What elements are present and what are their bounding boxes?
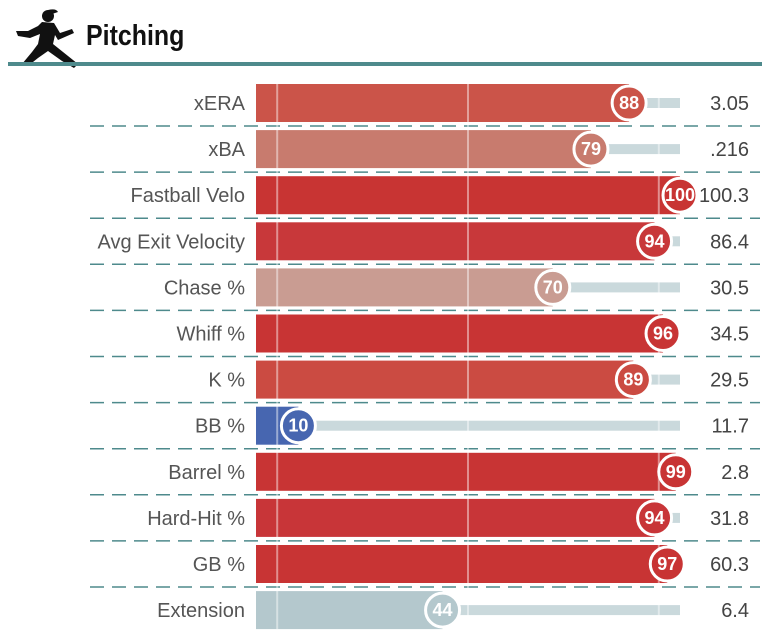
section-header: Pitching xyxy=(0,0,770,72)
percentile-label: 97 xyxy=(657,554,677,574)
value-label: 30.5 xyxy=(710,277,749,299)
percentile-label: 89 xyxy=(623,370,643,390)
percentile-label: 79 xyxy=(581,139,601,159)
percentile-badge xyxy=(572,130,610,168)
percentile-badge xyxy=(636,222,674,260)
percentile-label: 96 xyxy=(653,324,673,344)
value-label: 29.5 xyxy=(710,370,749,392)
percentile-badge xyxy=(657,453,695,491)
value-label: .216 xyxy=(710,139,749,161)
row-label: K % xyxy=(208,370,245,392)
bar xyxy=(256,545,668,583)
section-title: Pitching xyxy=(86,20,185,52)
percentile-label: 10 xyxy=(288,416,308,436)
track-bar xyxy=(256,420,680,431)
row-label: Barrel % xyxy=(168,462,245,484)
bar xyxy=(256,498,655,537)
row-label: Avg Exit Velocity xyxy=(98,231,245,253)
bar xyxy=(256,222,655,261)
value-label: 2.8 xyxy=(721,462,749,484)
value-label: 11.7 xyxy=(712,416,749,438)
bar xyxy=(256,84,630,122)
bar xyxy=(256,314,664,353)
row-label: Chase % xyxy=(164,277,245,299)
value-label: 100.3 xyxy=(699,185,749,207)
percentile-badge xyxy=(534,268,572,306)
percentile-badge xyxy=(644,315,682,352)
value-label: 60.3 xyxy=(710,554,749,576)
percentile-badge xyxy=(648,545,686,583)
row-label: Extension xyxy=(157,600,245,622)
pitcher-icon xyxy=(16,9,78,68)
percentile-label: 99 xyxy=(666,462,686,482)
value-label: 3.05 xyxy=(710,93,749,115)
value-label: 6.4 xyxy=(721,600,749,622)
percentile-label: 94 xyxy=(645,508,665,528)
row-label: xBA xyxy=(208,139,245,161)
track-bar xyxy=(256,605,680,616)
percentile-badge xyxy=(614,361,652,399)
percentile-badge xyxy=(661,176,699,214)
percentile-badge xyxy=(279,407,317,445)
bar xyxy=(256,130,591,169)
percentile-badge xyxy=(610,84,648,122)
title-rule xyxy=(8,62,762,66)
percentile-label: 100 xyxy=(665,185,695,205)
percentile-label: 94 xyxy=(645,231,665,251)
value-label: 86.4 xyxy=(710,231,749,253)
row-label: GB % xyxy=(193,554,245,576)
percentile-label: 88 xyxy=(619,93,639,113)
percentile-label: 44 xyxy=(433,600,453,620)
percentile-badge xyxy=(636,499,674,537)
row-label: xERA xyxy=(194,93,246,115)
value-label: 34.5 xyxy=(710,324,749,346)
value-label: 31.8 xyxy=(710,508,749,530)
row-label: Fastball Velo xyxy=(130,185,245,207)
bar xyxy=(256,452,676,491)
row-label: BB % xyxy=(195,416,245,438)
row-label: Hard-Hit % xyxy=(147,508,245,530)
bar xyxy=(256,360,634,399)
bar xyxy=(256,268,553,307)
bar xyxy=(256,591,443,630)
percentile-label: 70 xyxy=(543,277,563,297)
row-label: Whiff % xyxy=(176,324,245,346)
percentile-badge xyxy=(424,591,462,629)
bar xyxy=(256,176,680,215)
